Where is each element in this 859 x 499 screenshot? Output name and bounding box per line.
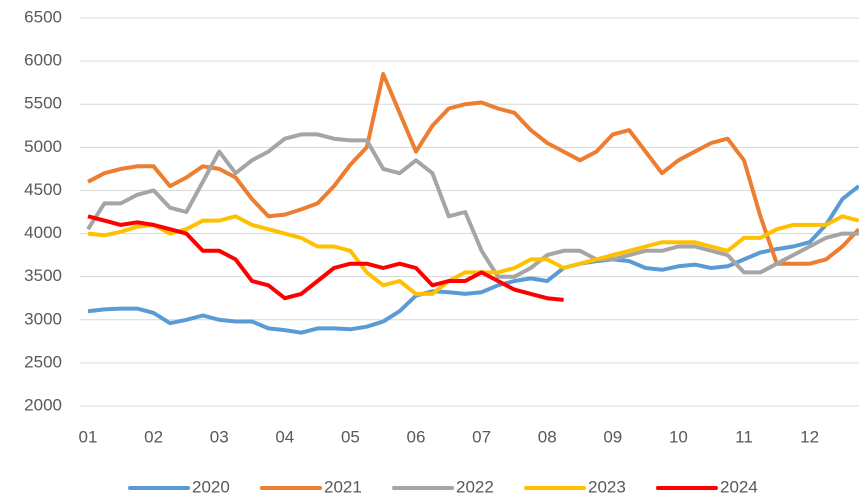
series-line [87,72,859,266]
y-tick-label: 3500 [24,266,62,285]
x-tick-label: 02 [144,427,163,446]
y-tick-label: 6500 [24,7,62,26]
legend-label: 2024 [720,477,758,496]
x-tick-label: 09 [603,427,622,446]
x-tick-label: 10 [669,427,688,446]
series-line [87,214,859,296]
y-tick-label: 6000 [24,51,62,70]
x-tick-label: 07 [472,427,491,446]
x-tick-label: 01 [79,427,98,446]
series-line [86,132,859,279]
y-tick-label: 4000 [24,223,62,242]
series-line [87,214,564,302]
y-tick-label: 5000 [24,137,62,156]
legend-label: 2020 [192,477,230,496]
x-tick-label: 03 [210,427,229,446]
y-tick-label: 3000 [24,309,62,328]
legend-label: 2021 [324,477,362,496]
x-tick-label: 11 [735,427,753,446]
y-tick-label: 2000 [24,395,62,414]
y-tick-label: 4500 [24,180,62,199]
x-tick-label: 08 [538,427,557,446]
x-tick-label: 06 [407,427,426,446]
y-tick-label: 5500 [24,94,62,113]
x-tick-label: 04 [275,427,294,446]
legend-label: 2023 [588,477,626,496]
series-line [87,184,859,335]
x-tick-label: 05 [341,427,360,446]
legend-label: 2022 [456,477,494,496]
x-tick-label: 12 [800,427,819,446]
y-tick-label: 2500 [24,352,62,371]
